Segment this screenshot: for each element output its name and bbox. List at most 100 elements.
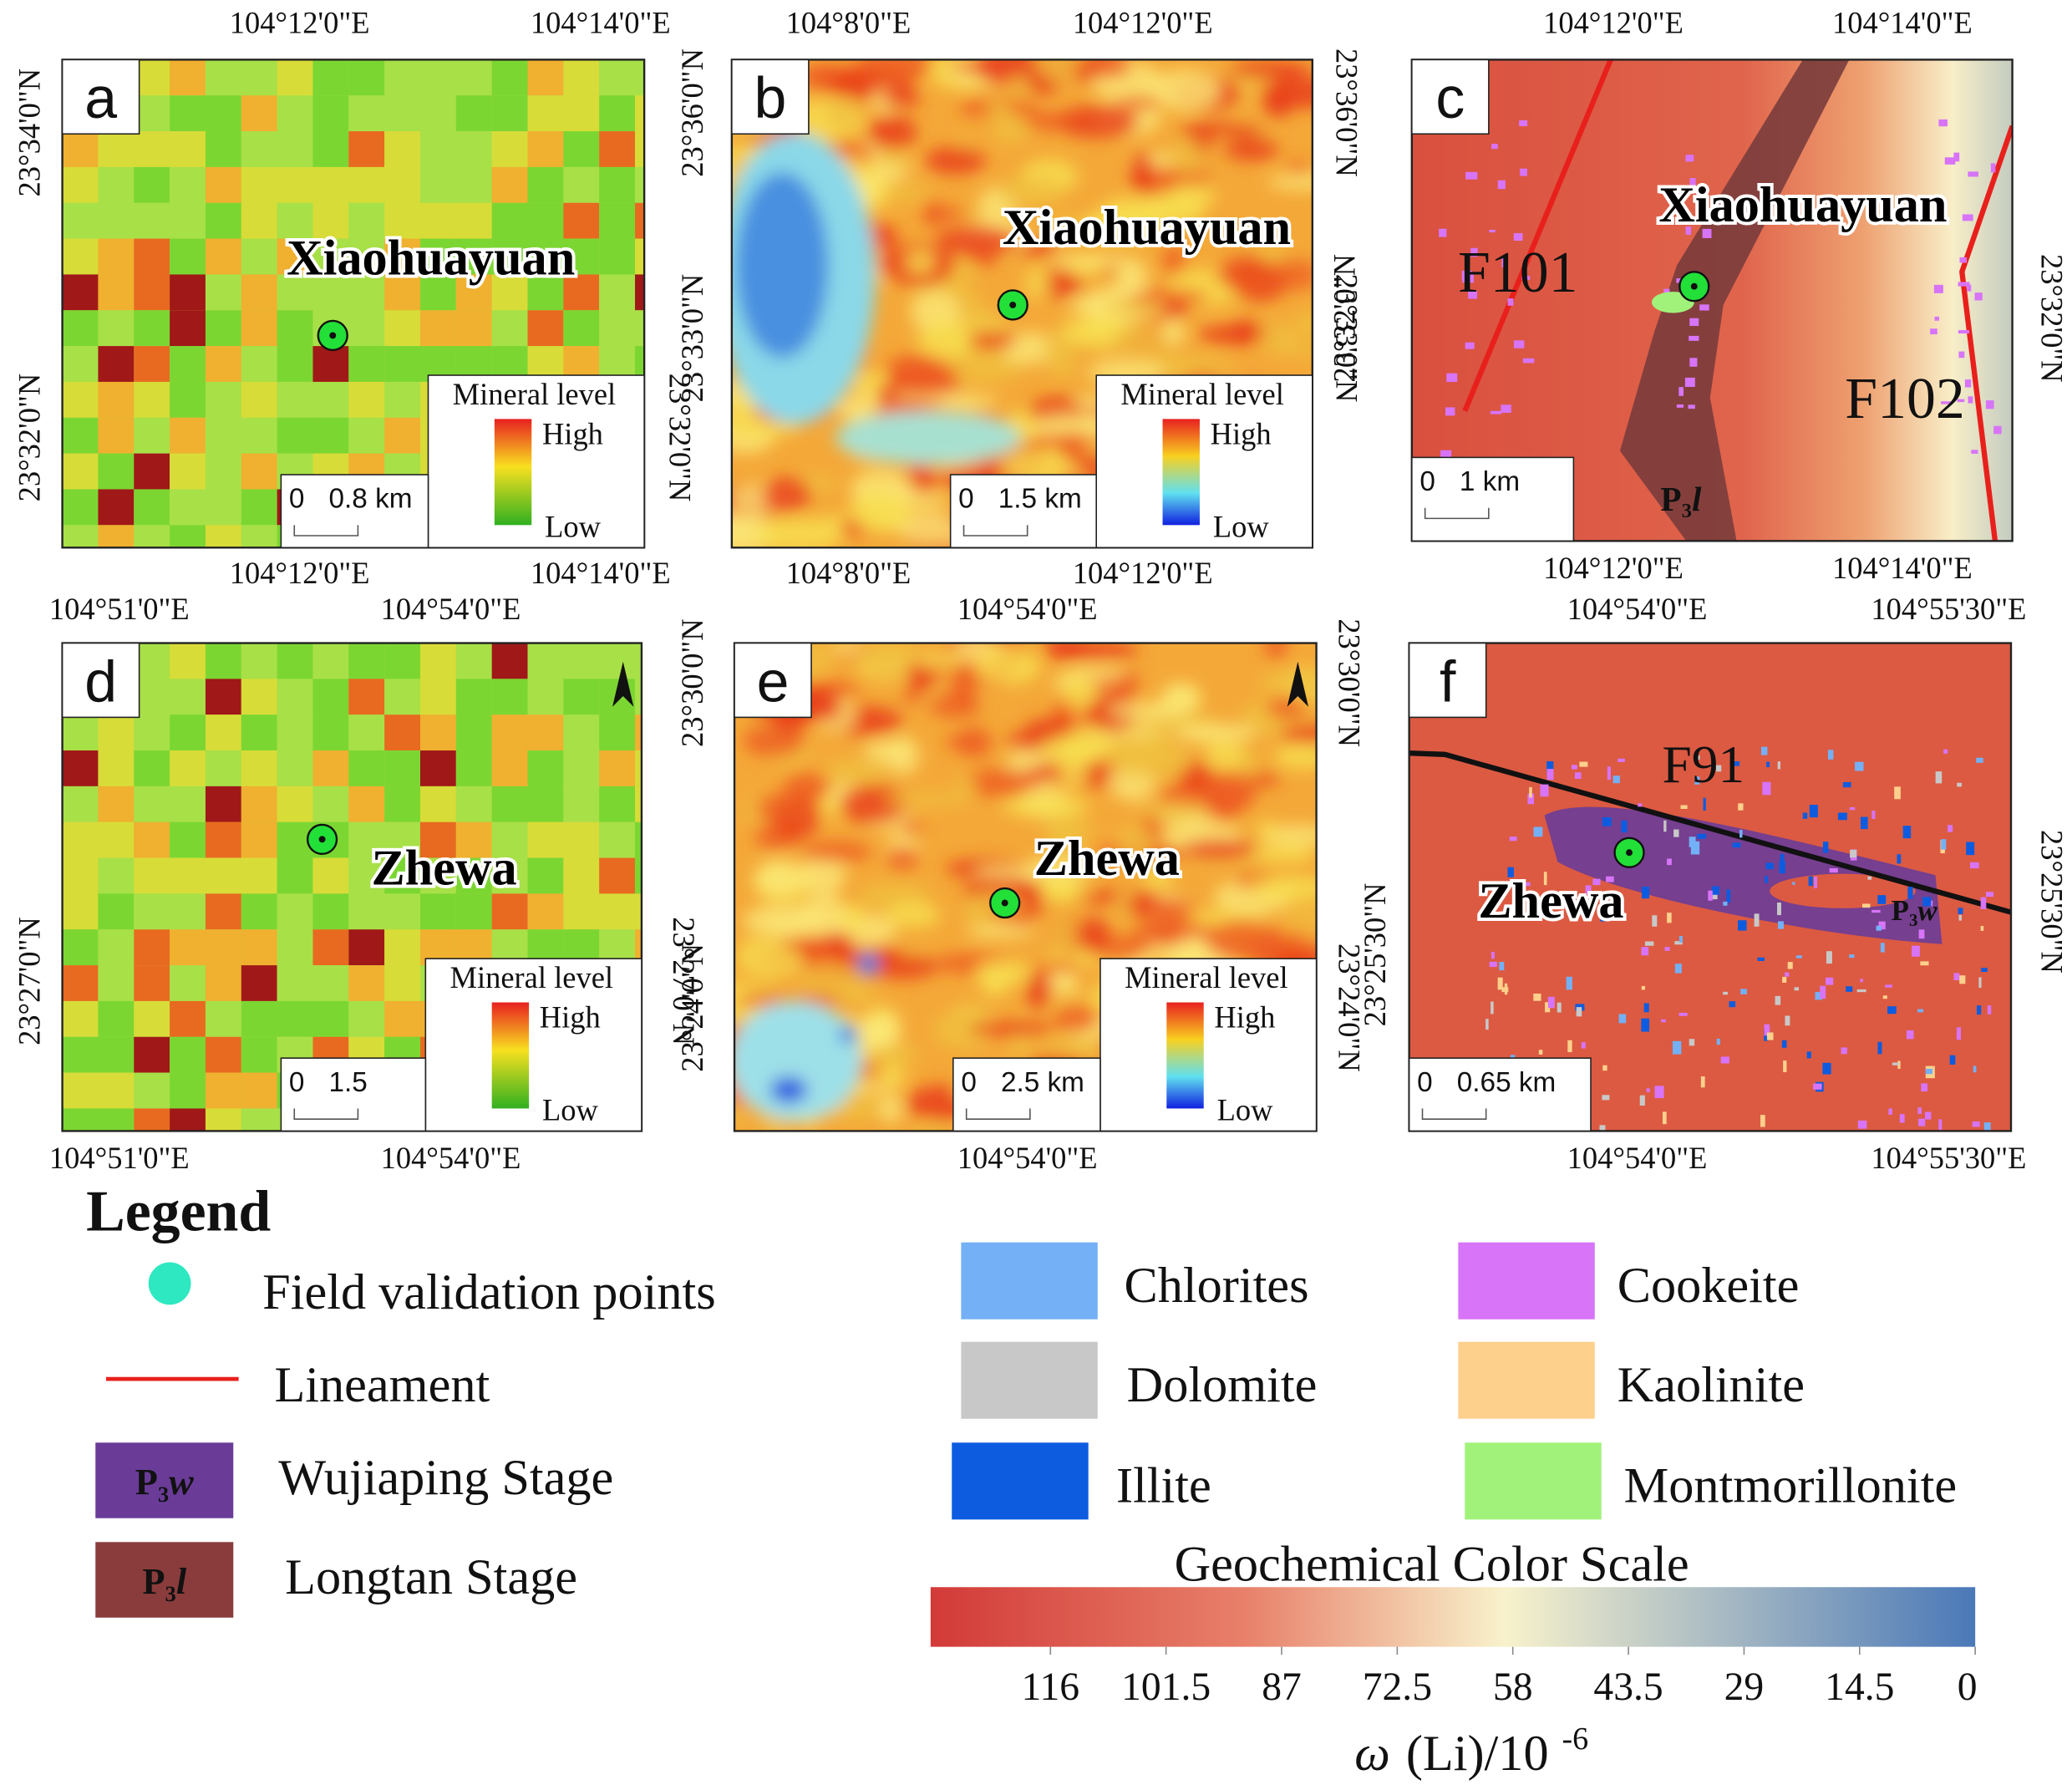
mineral-pixel <box>1465 171 1478 180</box>
mineral-pixel <box>1470 247 1478 257</box>
map-cell <box>348 166 385 203</box>
mineral-pixel <box>1993 425 2002 435</box>
mineral-pixel <box>1764 1024 1770 1036</box>
texture-blob <box>1205 741 1244 770</box>
map-cell <box>455 643 492 679</box>
map-cell <box>62 857 99 894</box>
texture-blob <box>861 372 889 387</box>
map-cell <box>455 857 492 894</box>
mineral-pixel <box>1674 941 1683 945</box>
mineral-pixel <box>1723 901 1728 906</box>
lineament <box>1409 750 2011 915</box>
map-cell <box>62 821 99 858</box>
symbol-italic: l <box>1692 480 1702 518</box>
mineral-pixel <box>1545 1002 1551 1013</box>
mineral-pixel <box>1716 1038 1720 1045</box>
mineral-pixel <box>1689 1039 1695 1046</box>
map-cell <box>419 643 456 679</box>
mineral-pixel <box>1676 404 1684 408</box>
map-cell <box>419 202 456 239</box>
map-cell <box>62 893 99 930</box>
mineral-pixel <box>1775 995 1781 1005</box>
texture-blob <box>1131 150 1154 193</box>
scale-distance: 1.5 <box>329 1067 368 1098</box>
texture-blob <box>1135 803 1214 820</box>
mineral-pixel <box>1948 825 1953 832</box>
symbol-italic: w <box>1917 894 1937 927</box>
site-name: Zhewa <box>1478 873 1623 929</box>
map-cell <box>635 274 645 311</box>
map-cell <box>62 381 99 418</box>
map-body <box>1409 643 2011 1131</box>
texture-blob <box>893 359 956 395</box>
map-cell <box>312 59 349 96</box>
legend-title: Legend <box>86 1179 271 1243</box>
map-cell <box>348 59 385 96</box>
top-tick-label: 104°51'0"E <box>49 592 190 626</box>
legend-point-symbol <box>148 1262 191 1305</box>
scale-zero: 0 <box>1417 1067 1433 1098</box>
map-cell <box>384 929 420 966</box>
map-cell <box>241 274 277 311</box>
map-cell <box>384 417 420 454</box>
mineral-pixel <box>1918 1118 1926 1126</box>
map-cell <box>134 1108 170 1131</box>
map-cell <box>241 786 277 822</box>
map-cell <box>205 1036 241 1073</box>
low-area <box>734 1000 862 1121</box>
left-tick-label: 23°34'0"N <box>13 69 47 197</box>
mineral-pixel <box>1871 909 1881 913</box>
mineral-pixel <box>1957 782 1963 787</box>
map-cell <box>241 1072 277 1109</box>
mineral-pixel <box>1663 820 1667 832</box>
scale-bar <box>1424 507 1490 520</box>
map-cell <box>205 750 241 786</box>
texture-blob <box>1261 77 1313 109</box>
map-cell <box>455 59 492 96</box>
map-cell <box>491 131 528 167</box>
map-cell <box>98 893 135 930</box>
map-cell <box>205 857 241 894</box>
mineral-pixel <box>1825 977 1834 985</box>
map-cell <box>419 714 456 751</box>
mineral-label: Dolomite <box>1127 1357 1318 1413</box>
mineral-pixel <box>1732 842 1741 848</box>
texture-blob <box>824 758 888 786</box>
right-tick-label: 23°25'30"N <box>2034 830 2069 974</box>
mineral-label: Kaolinite <box>1617 1357 1805 1413</box>
mineral-pixel <box>1760 746 1768 755</box>
panel-letter-box <box>61 58 140 135</box>
texture-blob <box>1248 875 1317 902</box>
scale-zero: 0 <box>289 1067 305 1098</box>
legend-label: Longtan Stage <box>285 1549 577 1605</box>
map-cell <box>170 59 206 96</box>
map-cell <box>635 310 645 347</box>
map-cell <box>134 714 170 751</box>
map-cell <box>277 893 313 930</box>
map-cell <box>384 750 420 786</box>
mineral-pixel <box>1814 876 1817 888</box>
map-cell <box>312 381 349 418</box>
mineral-pixel <box>1976 757 1983 763</box>
map-cell <box>277 643 313 679</box>
mineral-pixel <box>1575 772 1582 779</box>
mineral-pixel <box>1540 784 1549 797</box>
mineral-pixel <box>1440 450 1452 459</box>
map-cell <box>277 274 313 311</box>
color-scale-axis-label: ω (Li)/10 -6 <box>1354 1721 1588 1782</box>
map-cell <box>205 238 241 275</box>
legend-label: Lineament <box>274 1357 490 1413</box>
texture-blob <box>1226 270 1269 297</box>
map-cell <box>170 95 206 132</box>
map-cell <box>635 202 645 239</box>
mineral-pixel <box>1783 1060 1787 1073</box>
map-cell <box>635 714 642 751</box>
map-cell <box>241 1000 277 1037</box>
mineral-pixel <box>1956 1027 1961 1040</box>
map-cell <box>98 929 135 966</box>
site-name: Xiaohuayuan <box>1658 177 1947 233</box>
texture-blob <box>839 783 907 825</box>
texture-blob <box>954 776 977 796</box>
mineral-pixel <box>1897 854 1902 864</box>
symbol-main: P <box>142 1560 165 1602</box>
